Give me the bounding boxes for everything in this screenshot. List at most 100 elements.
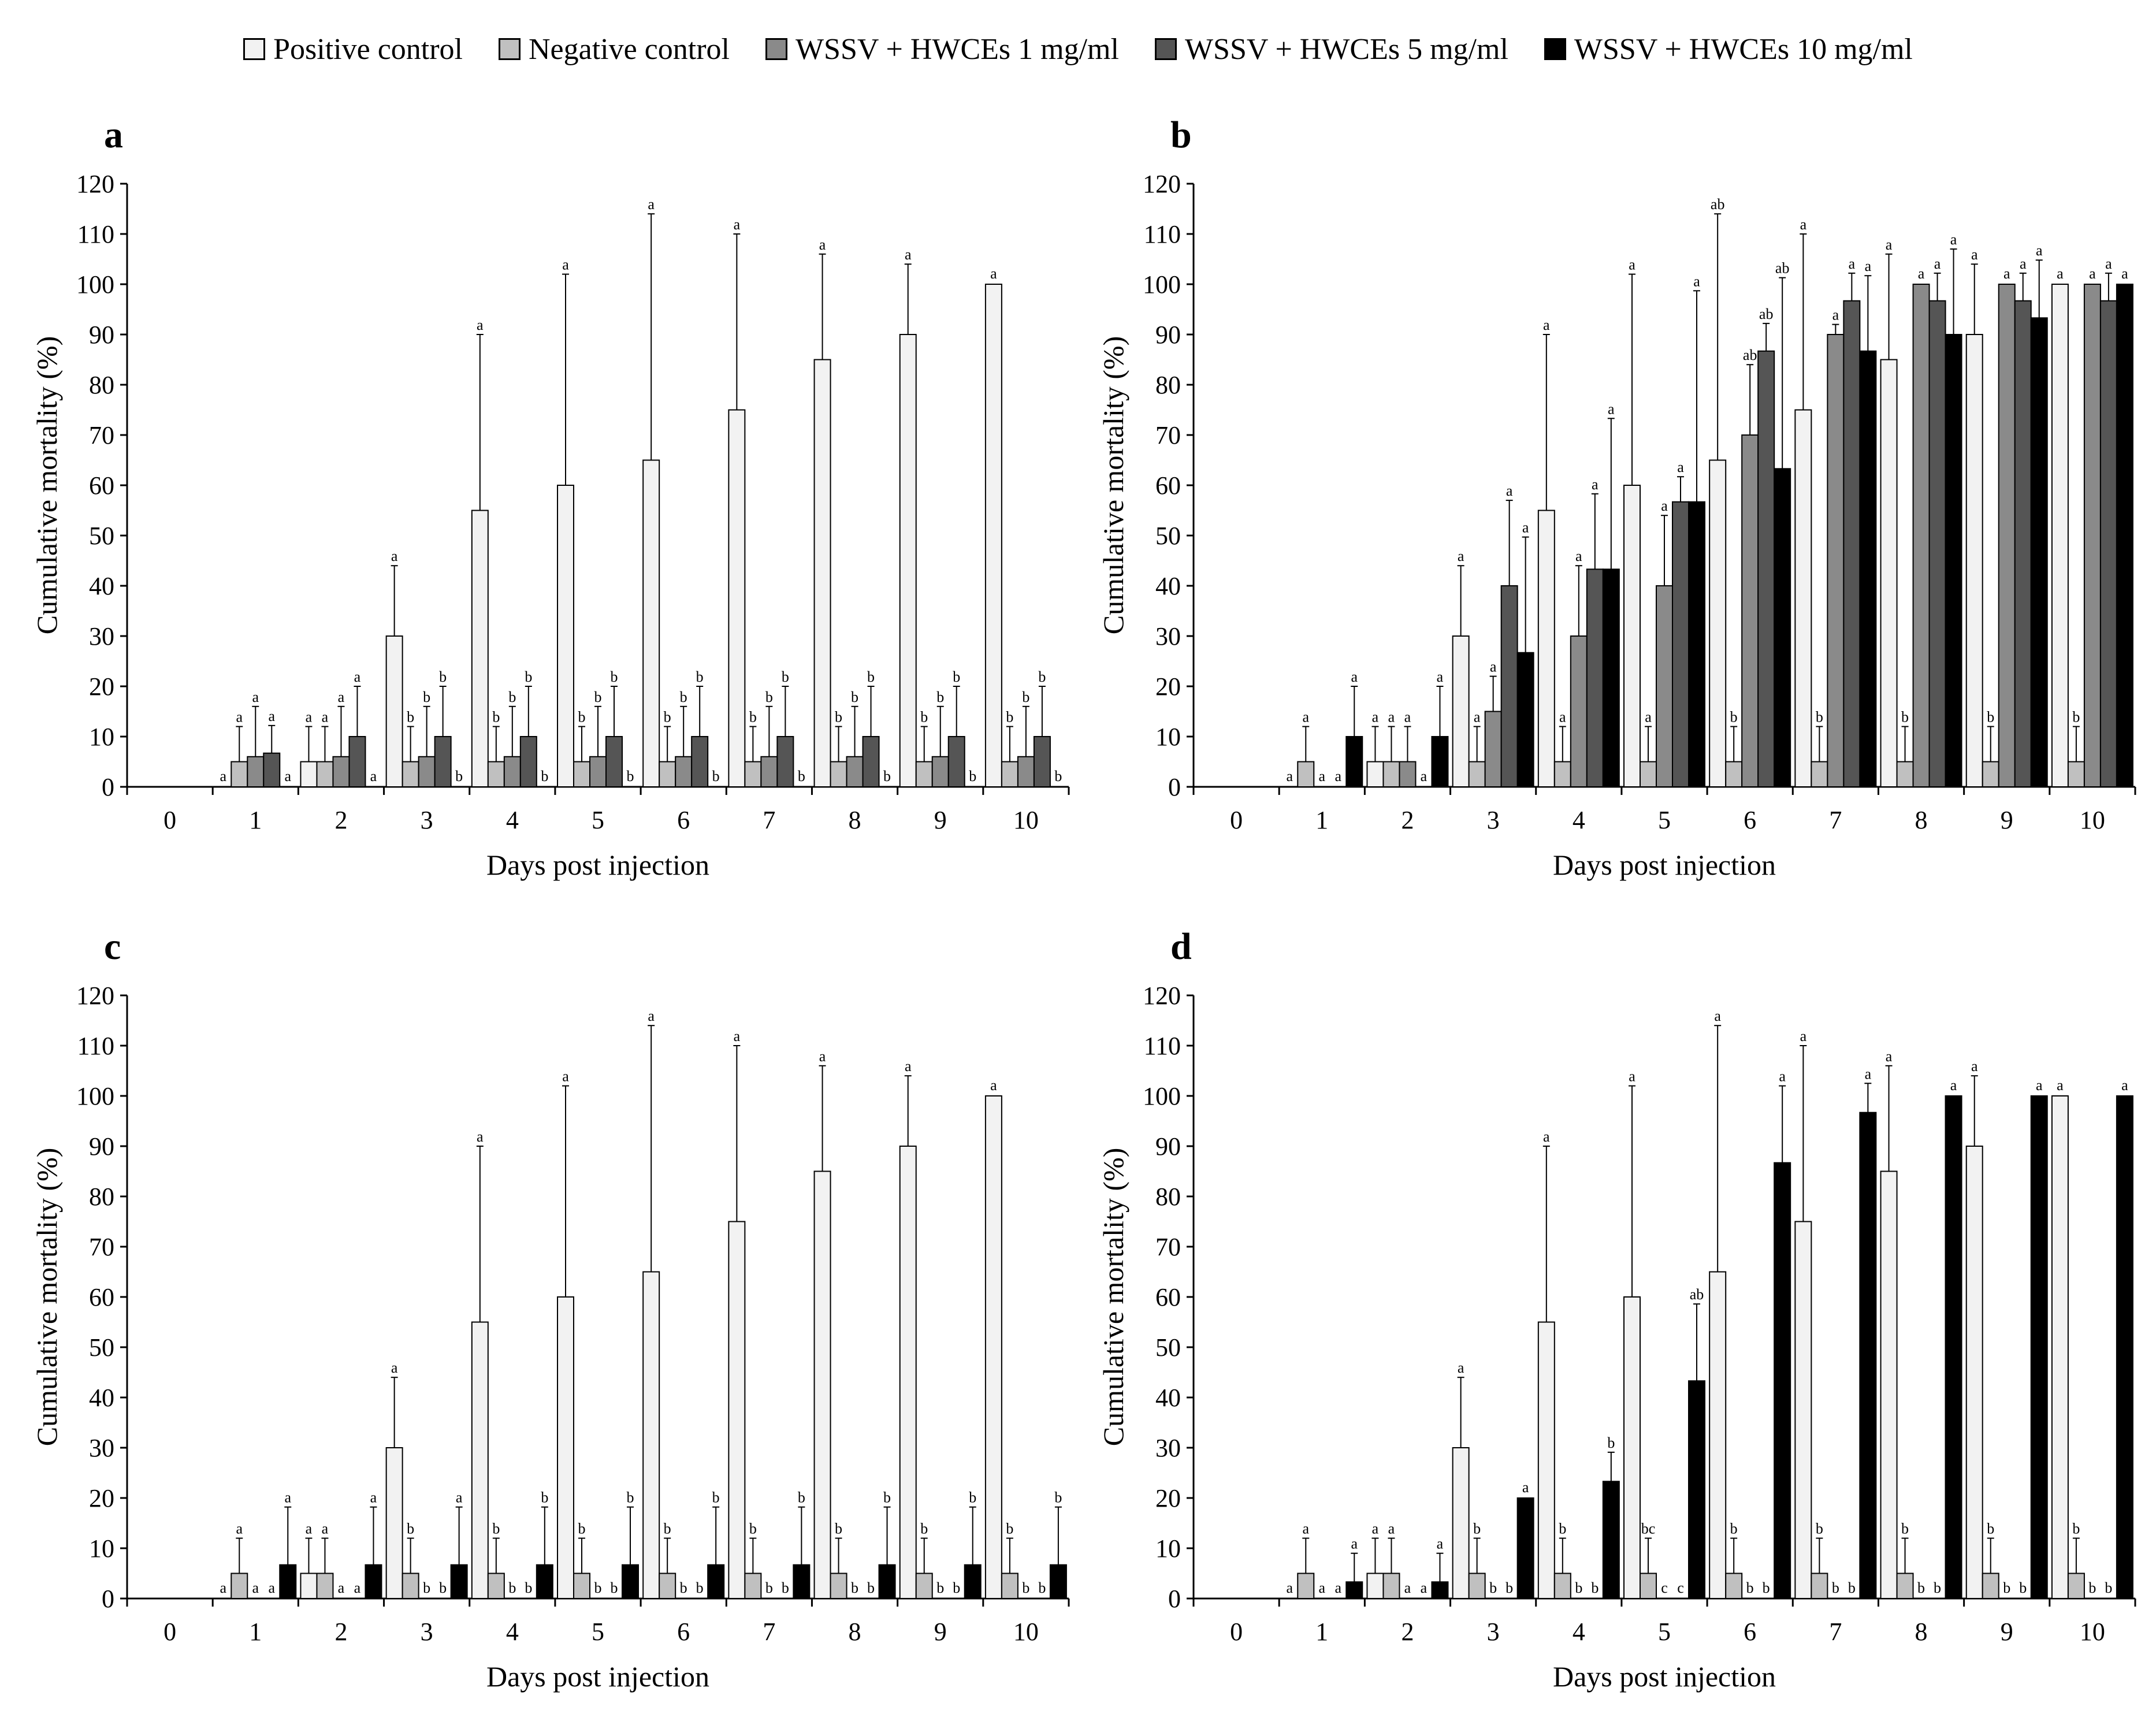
significance-label: a (1421, 768, 1428, 785)
bar (1297, 1573, 1315, 1599)
significance-label: a (1800, 1028, 1807, 1044)
y-tick-label: 0 (102, 1585, 114, 1613)
significance-label: b (664, 1521, 671, 1537)
significance-label: b (664, 709, 671, 726)
significance-label: b (1987, 709, 1994, 726)
significance-label: a (391, 548, 398, 564)
significance-label: a (905, 246, 912, 263)
bar (899, 334, 917, 787)
significance-label: b (525, 668, 532, 685)
x-tick-label: 3 (421, 1618, 433, 1646)
y-tick-label: 50 (89, 522, 114, 550)
bar (402, 1573, 419, 1599)
significance-label: b (953, 668, 960, 685)
significance-label: b (1730, 709, 1738, 726)
x-tick-label: 8 (1915, 806, 1928, 834)
legend-label: Positive control (273, 32, 463, 66)
significance-label: a (1832, 307, 1839, 324)
bar (1709, 459, 1727, 787)
y-tick-label: 100 (76, 1082, 114, 1110)
significance-label: a (1575, 548, 1582, 564)
bar (1431, 1581, 1449, 1600)
significance-label: a (284, 768, 291, 785)
x-tick-label: 1 (249, 806, 262, 834)
bar (878, 1564, 896, 1599)
significance-label: a (1714, 1008, 1721, 1024)
significance-label: a (1971, 246, 1978, 263)
significance-label: b (611, 1579, 618, 1596)
bar (1859, 1112, 1877, 1599)
bar (536, 1564, 553, 1599)
significance-label: b (423, 689, 430, 705)
bar (1537, 1321, 1555, 1599)
legend-label: WSSV + HWCEs 1 mg/ml (795, 32, 1119, 66)
legend-item-hwces-10: WSSV + HWCEs 10 mg/ml (1544, 32, 1913, 66)
bar (300, 761, 318, 787)
x-axis-title: Days post injection (486, 849, 709, 881)
significance-label: b (1473, 1521, 1481, 1537)
significance-label: a (2036, 242, 2043, 259)
bar (2030, 317, 2048, 788)
significance-label: a (268, 1579, 275, 1596)
bar (931, 756, 949, 788)
x-tick-label: 5 (592, 1618, 604, 1646)
x-tick-label: 2 (334, 1618, 347, 1646)
bar (642, 1271, 660, 1599)
x-tick-label: 4 (506, 806, 519, 834)
y-tick-label: 110 (1144, 220, 1181, 248)
legend-swatch (498, 38, 521, 60)
bar (385, 1447, 403, 1599)
bar (1297, 761, 1315, 787)
bar (2067, 761, 2085, 787)
significance-label: a (905, 1058, 912, 1075)
x-tick-label: 6 (677, 806, 690, 834)
bar (1965, 1146, 1983, 1599)
y-tick-label: 10 (1155, 1534, 1181, 1563)
x-tick-label: 10 (1013, 1618, 1039, 1646)
bar (1982, 1573, 1999, 1599)
significance-label: a (1934, 255, 1941, 272)
significance-label: a (1693, 273, 1700, 289)
significance-label: b (2072, 1521, 2080, 1537)
x-tick-label: 6 (1744, 806, 1756, 834)
legend-swatch (765, 38, 787, 60)
significance-label: b (1022, 1579, 1029, 1596)
significance-label: a (2057, 1077, 2064, 1094)
significance-label: b (1917, 1579, 1925, 1596)
bar (1452, 635, 1470, 787)
y-tick-label: 20 (89, 1484, 114, 1512)
significance-label: a (1800, 216, 1807, 233)
significance-label: b (1901, 709, 1909, 726)
significance-label: b (627, 1489, 634, 1506)
chart-panel-b: b 0 10 20 30 40 50 60 70 80 90 100 110 120 0 1 2 3 4 5 6 7 8 9 1… (1066, 116, 2144, 924)
bar (1382, 1573, 1400, 1599)
significance-label: c (1661, 1579, 1668, 1596)
bar (1033, 736, 1051, 787)
significance-label: a (1522, 519, 1529, 536)
significance-label: b (1022, 689, 1029, 705)
bar (1500, 585, 1518, 787)
bar (1484, 711, 1502, 787)
significance-label: a (1543, 1128, 1550, 1145)
significance-label: a (2036, 1077, 2043, 1094)
significance-label: a (1592, 476, 1599, 493)
significance-label: b (541, 1489, 548, 1506)
y-tick-label: 70 (1155, 421, 1181, 449)
bar (1001, 1573, 1018, 1599)
significance-label: b (1730, 1521, 1738, 1537)
x-axis-title: Days post injection (1553, 1660, 1776, 1693)
significance-label: b (1038, 668, 1046, 685)
y-tick-label: 70 (89, 1233, 114, 1261)
x-tick-label: 9 (934, 806, 947, 834)
significance-label: a (1335, 1579, 1341, 1596)
significance-label: b (508, 1579, 516, 1596)
bar (1811, 761, 1828, 787)
significance-label: b (492, 709, 500, 726)
significance-label: a (370, 1489, 377, 1506)
y-tick-label: 80 (89, 371, 114, 399)
significance-label: a (1629, 257, 1635, 273)
x-tick-label: 0 (1230, 806, 1243, 834)
significance-label: b (712, 768, 720, 785)
bar (300, 1573, 318, 1599)
significance-label: b (969, 768, 976, 785)
